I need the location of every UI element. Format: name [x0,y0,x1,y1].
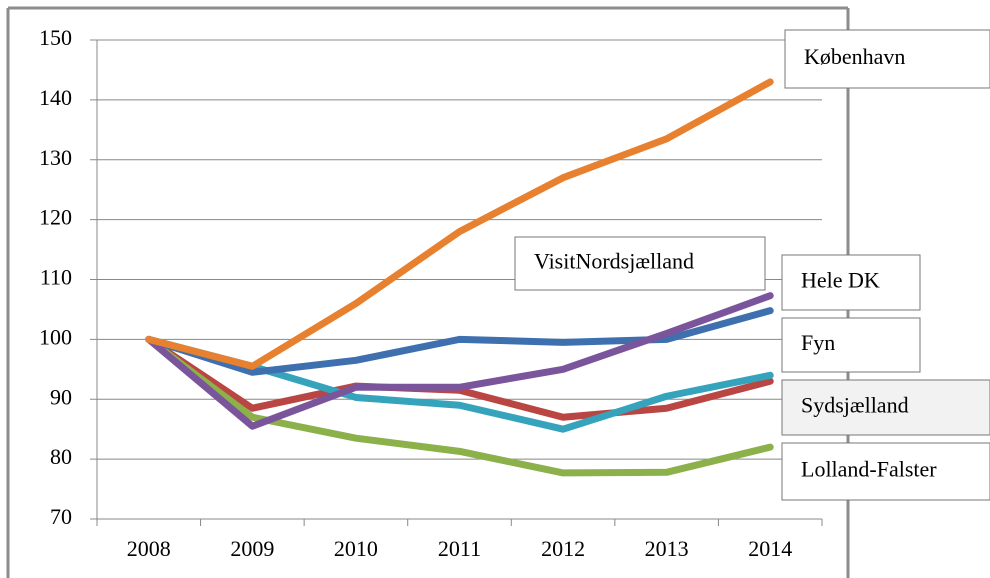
y-tick-label: 120 [39,205,72,230]
y-tick-label: 100 [39,324,72,349]
y-tick-label: 150 [39,25,72,50]
legend-box [781,379,990,436]
legend-box [784,29,990,89]
legend-label: VisitNordsjælland [534,249,694,274]
x-tick-label: 2012 [541,536,585,561]
x-tick-label: 2011 [438,536,481,561]
x-tick-label: 2009 [230,536,274,561]
y-tick-label: 140 [39,85,72,110]
y-tick-label: 90 [50,384,72,409]
x-tick-label: 2013 [645,536,689,561]
series-line [145,307,774,376]
series-line [145,78,774,370]
legend-label: Lolland-Falster [801,457,937,482]
x-tick-label: 2014 [748,536,792,561]
legend-label: Hele DK [801,268,880,293]
legend-box [781,254,921,311]
y-tick-label: 70 [50,504,72,529]
legend-box [781,442,990,501]
x-tick-label: 2008 [127,536,171,561]
legend-label: Fyn [801,330,835,355]
series-line [145,335,774,477]
legend-box [514,236,766,291]
legend-box [781,317,921,373]
x-tick-label: 2010 [334,536,378,561]
y-tick-label: 130 [39,145,72,170]
y-tick-label: 110 [40,265,72,290]
series-line [145,292,774,430]
y-tick-label: 80 [50,444,72,469]
legend-label: København [804,44,905,69]
legend-label: Sydsjælland [801,393,909,418]
